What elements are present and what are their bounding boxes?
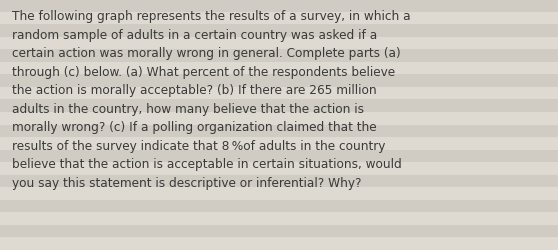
Bar bbox=[0, 175, 558, 188]
Text: The following graph represents the results of a survey, in which a
random sample: The following graph represents the resul… bbox=[12, 10, 411, 189]
Bar bbox=[0, 100, 558, 112]
Bar bbox=[0, 50, 558, 62]
Bar bbox=[0, 225, 558, 237]
Bar bbox=[0, 75, 558, 88]
Bar bbox=[0, 150, 558, 162]
Bar bbox=[0, 0, 558, 12]
Bar bbox=[0, 25, 558, 38]
Bar bbox=[0, 200, 558, 212]
Bar bbox=[0, 125, 558, 138]
